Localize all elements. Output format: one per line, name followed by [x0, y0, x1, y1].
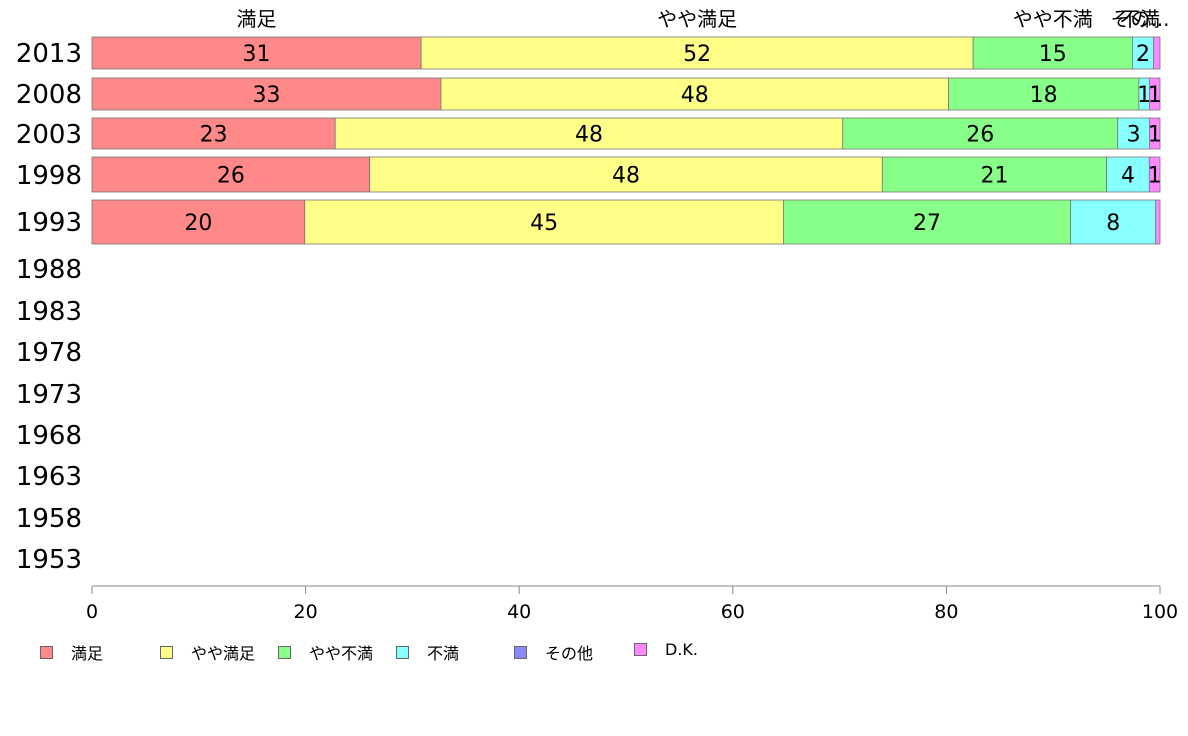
bar-segment	[948, 77, 1140, 111]
x-tick-label: 0	[86, 601, 98, 623]
bar-segment	[91, 36, 422, 70]
bar-segment	[1148, 156, 1161, 193]
bar-segment	[1070, 199, 1157, 245]
bar-segment	[334, 117, 844, 150]
legend-label: やや不満	[309, 644, 374, 663]
x-tick-label: 20	[294, 601, 318, 623]
bar-segment	[842, 117, 1119, 150]
legend-item: D.K.	[634, 640, 698, 659]
data-label: 4	[1121, 164, 1135, 189]
category-label: 1998	[16, 161, 82, 191]
x-tick-label: 100	[1142, 601, 1178, 623]
bar-segment	[91, 77, 442, 111]
bar-segment	[91, 156, 371, 193]
data-label: 27	[913, 211, 941, 236]
legend-label: やや満足	[191, 644, 256, 663]
legend-swatch	[160, 645, 173, 659]
category-label: 1963	[16, 462, 82, 492]
legend-swatch	[40, 645, 53, 659]
category-label: 2008	[16, 80, 82, 110]
bar-segment	[1149, 77, 1161, 111]
legend-swatch	[278, 645, 291, 659]
data-label: 31	[243, 42, 271, 67]
top-segment-label: 不満	[1120, 7, 1160, 31]
data-label: 3	[1127, 123, 1141, 148]
bar-segment	[1155, 199, 1161, 245]
legend-item: やや満足	[160, 640, 255, 664]
category-label: 1978	[16, 338, 82, 368]
category-label: 1973	[16, 380, 82, 410]
data-label: 8	[1106, 211, 1120, 236]
legend-label: 不満	[427, 644, 460, 663]
category-label: 2013	[16, 39, 82, 69]
bar-segment	[972, 36, 1133, 70]
bar-segment	[91, 199, 306, 245]
bar-segment	[304, 199, 784, 245]
bar-segment	[369, 156, 883, 193]
bar-segment	[783, 199, 1072, 245]
bar-segment	[91, 117, 336, 150]
data-label: 21	[980, 164, 1008, 189]
bar-segment	[1153, 36, 1161, 70]
data-label: 18	[1030, 83, 1058, 108]
data-label: 48	[575, 123, 603, 148]
data-label: 1	[1148, 123, 1162, 148]
data-label: 33	[252, 83, 280, 108]
data-label: 1	[1148, 83, 1162, 108]
bar-segment	[420, 36, 974, 70]
top-segment-label: 満足	[237, 7, 277, 31]
data-label: 15	[1039, 42, 1067, 67]
legend-item: やや不満	[278, 640, 373, 664]
legend-label: その他	[545, 644, 594, 663]
x-tick-label: 60	[721, 601, 745, 623]
legend-item: その他	[514, 640, 593, 664]
category-label: 1988	[16, 255, 82, 285]
x-tick-label: 80	[934, 601, 958, 623]
legend-swatch	[514, 645, 527, 659]
category-label: 2003	[16, 120, 82, 150]
top-segment-label: その...	[1110, 7, 1169, 31]
legend-label: 満足	[71, 644, 104, 663]
data-label: 48	[681, 83, 709, 108]
category-label: 1968	[16, 421, 82, 451]
bar-segment	[440, 77, 949, 111]
legend-label: D.K.	[665, 640, 698, 659]
legend-item: 不満	[396, 640, 459, 664]
data-label: 1	[1148, 164, 1162, 189]
x-tick-label: 40	[507, 601, 531, 623]
data-label: 52	[683, 42, 711, 67]
category-label: 1983	[16, 297, 82, 327]
top-segment-label: やや不満	[1013, 7, 1093, 31]
category-label: 1953	[16, 545, 82, 575]
top-segment-label: やや満足	[657, 7, 737, 31]
category-label: 1958	[16, 504, 82, 534]
data-label: 20	[184, 211, 212, 236]
bar-segment	[1149, 117, 1161, 150]
data-label: 26	[966, 123, 994, 148]
data-label: 1	[1137, 83, 1151, 108]
bar-segment	[881, 156, 1108, 193]
legend-swatch	[634, 643, 647, 656]
legend-item: 満足	[40, 640, 103, 664]
data-label: 48	[612, 164, 640, 189]
legend-swatch	[396, 645, 409, 659]
stacked-bar-chart: 2013200820031998199319881983197819731968…	[16, 7, 1178, 623]
bar-segment	[1106, 156, 1150, 193]
data-label: 2	[1136, 42, 1150, 67]
data-label: 26	[217, 164, 245, 189]
data-label: 45	[530, 211, 558, 236]
category-label: 1993	[16, 208, 82, 238]
data-label: 23	[200, 123, 228, 148]
